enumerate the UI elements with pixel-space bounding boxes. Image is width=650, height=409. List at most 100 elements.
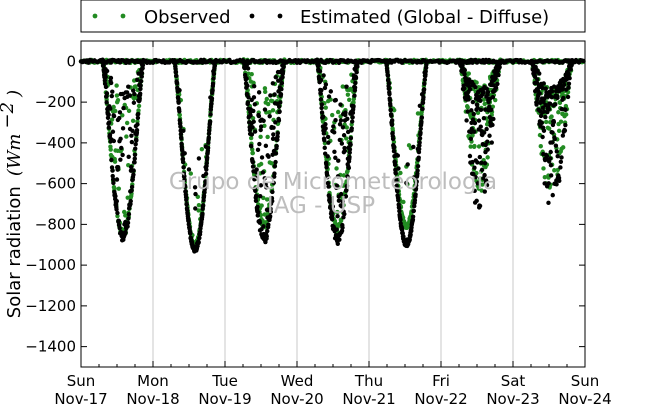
estimated-point (413, 192, 418, 197)
estimated-point (198, 229, 203, 234)
observed-point (476, 144, 482, 149)
estimated-point (477, 154, 483, 160)
estimated-point (134, 127, 140, 133)
observed-point (560, 145, 566, 150)
estimated-point (137, 91, 143, 96)
estimated-point (555, 153, 560, 159)
estimated-point (264, 234, 269, 239)
estimated-point (553, 102, 558, 107)
estimated-point (322, 145, 327, 151)
estimated-point (245, 66, 251, 71)
estimated-point (184, 201, 189, 207)
estimated-point (395, 188, 400, 194)
estimated-point (344, 187, 349, 193)
estimated-point (200, 203, 206, 208)
observed-point (259, 203, 264, 208)
estimated-point (108, 75, 114, 81)
estimated-point (128, 164, 134, 170)
estimated-point (543, 114, 548, 120)
estimated-point (323, 122, 328, 127)
observed-point (466, 71, 471, 76)
estimated-point (258, 124, 264, 129)
observed-point (248, 135, 254, 141)
observed-point (351, 100, 356, 105)
estimated-point (353, 80, 358, 86)
estimated-point (479, 160, 484, 165)
estimated-point (490, 122, 495, 128)
estimated-point (340, 125, 346, 130)
estimated-point (562, 82, 567, 88)
estimated-point (489, 140, 494, 145)
x-tick-label-date: Nov-24 (558, 390, 611, 408)
observed-point (392, 107, 397, 113)
estimated-point (137, 96, 142, 101)
estimated-point (273, 151, 279, 156)
estimated-point (535, 77, 540, 82)
estimated-point (334, 227, 339, 232)
estimated-point (281, 64, 286, 70)
estimated-point (110, 173, 115, 179)
y-axis-label-unit: (Wm (4, 134, 25, 177)
estimated-point (351, 104, 356, 109)
observed-point (345, 92, 351, 97)
observed-point (112, 159, 118, 164)
estimated-point (110, 129, 116, 134)
estimated-point (551, 119, 557, 125)
x-tick-label-date: Nov-23 (486, 390, 539, 408)
x-tick-label-date: Nov-22 (414, 390, 467, 408)
estimated-point (276, 118, 282, 123)
estimated-point (485, 147, 490, 152)
estimated-point (256, 210, 261, 215)
estimated-point (470, 159, 475, 165)
estimated-point (385, 73, 391, 78)
estimated-point (343, 194, 349, 199)
estimated-point (553, 143, 559, 148)
estimated-point (186, 218, 191, 223)
estimated-point (206, 140, 211, 145)
observed-point (465, 105, 470, 110)
estimated-point (559, 155, 564, 160)
estimated-point (328, 89, 334, 94)
estimated-point (550, 192, 555, 198)
estimated-point (481, 130, 487, 135)
estimated-point (138, 83, 143, 88)
estimated-point (104, 68, 110, 74)
estimated-point (117, 225, 122, 231)
x-tick-label-day: Fri (432, 372, 450, 390)
estimated-point (130, 128, 135, 134)
observed-point (196, 202, 202, 208)
estimated-point (174, 73, 179, 79)
observed-point (549, 114, 554, 119)
estimated-point (182, 174, 187, 179)
x-tick-label-day: Sat (501, 372, 526, 390)
estimated-point (422, 81, 427, 86)
estimated-point (333, 118, 338, 123)
estimated-point (405, 162, 410, 167)
estimated-point (475, 160, 480, 165)
estimated-point (109, 157, 114, 163)
estimated-point (319, 110, 325, 115)
estimated-point (348, 142, 353, 147)
estimated-point (353, 75, 359, 81)
estimated-point (139, 70, 145, 76)
estimated-point (103, 84, 109, 90)
observed-point (557, 100, 563, 106)
estimated-point (131, 172, 136, 177)
x-tick-label-date: Nov-18 (126, 390, 179, 408)
estimated-point (183, 188, 188, 194)
estimated-point (330, 204, 336, 209)
estimated-point (131, 168, 136, 173)
estimated-point (340, 225, 345, 230)
estimated-point (253, 175, 258, 180)
estimated-point (340, 199, 345, 204)
observed-point (133, 84, 138, 89)
estimated-point (256, 113, 262, 119)
estimated-point (106, 120, 112, 125)
estimated-point (563, 107, 568, 113)
estimated-point (323, 82, 329, 87)
observed-point (468, 144, 473, 149)
estimated-point (127, 93, 133, 98)
estimated-point (317, 69, 323, 74)
estimated-point (345, 116, 350, 122)
estimated-point (464, 118, 469, 123)
